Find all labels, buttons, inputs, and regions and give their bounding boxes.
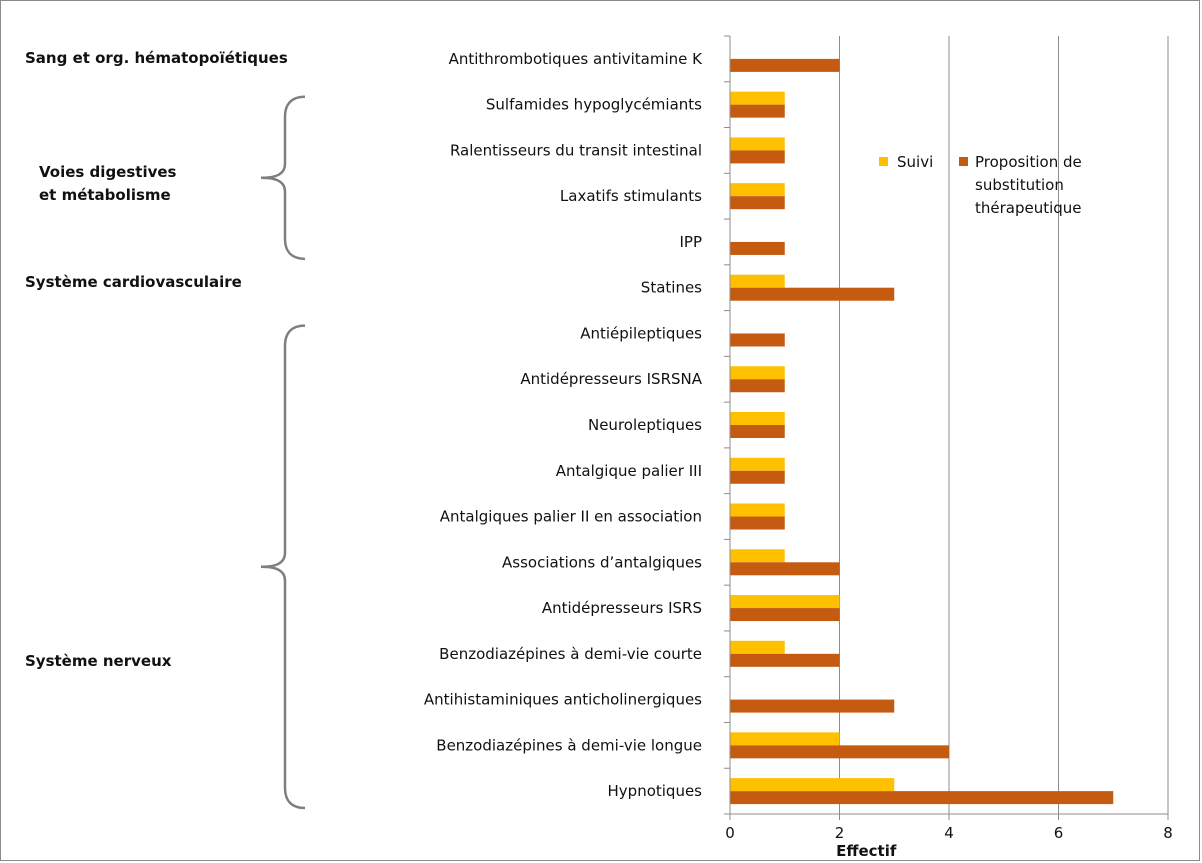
bar-suivi-12 (730, 595, 840, 609)
category-label-14: Antihistaminiques anticholinergiques (424, 691, 702, 709)
category-label-6: Antiépileptiques (580, 324, 702, 342)
bar-suivi-16 (730, 778, 895, 792)
bar-suivi-9 (730, 457, 785, 471)
bar-proposition-10 (730, 516, 785, 530)
group-label-0-0: Sang et org. hématopoïétiques (25, 49, 288, 67)
category-label-10: Antalgiques palier II en association (440, 508, 702, 526)
bar-proposition-7 (730, 379, 785, 393)
category-label-9: Antalgique palier III (556, 462, 702, 480)
bar-suivi-15 (730, 732, 840, 746)
bar-proposition-2 (730, 150, 785, 164)
bar-suivi-2 (730, 137, 785, 151)
bar-suivi-11 (730, 549, 785, 563)
bar-proposition-12 (730, 608, 840, 622)
bar-proposition-6 (730, 333, 785, 347)
group-label-1-1: et métabolisme (39, 186, 171, 204)
category-label-3: Laxatifs stimulants (560, 187, 702, 205)
category-label-0: Antithrombotiques antivitamine K (449, 50, 704, 68)
bar-proposition-0 (730, 58, 840, 72)
group-bracket-1 (260, 95, 306, 261)
legend-swatch-suivi (879, 157, 888, 166)
group-label-3-0: Système nerveux (25, 652, 172, 670)
bar-proposition-11 (730, 562, 840, 576)
bar-suivi-8 (730, 412, 785, 425)
x-tick-label-4: 8 (1163, 824, 1173, 842)
bar-proposition-13 (730, 653, 840, 667)
bar-proposition-14 (730, 699, 895, 713)
category-label-1: Sulfamides hypoglycémiants (486, 96, 702, 114)
x-tick-label-3: 6 (1054, 824, 1064, 842)
bar-suivi-7 (730, 366, 785, 380)
category-label-5: Statines (641, 279, 702, 297)
bar-proposition-4 (730, 241, 785, 255)
legend-label-proposition-0: Proposition de (975, 153, 1082, 171)
bar-suivi-13 (730, 640, 785, 654)
category-label-7: Antidépresseurs ISRSNA (520, 370, 702, 388)
group-bracket-3 (260, 324, 306, 810)
category-label-8: Neuroleptiques (588, 416, 702, 434)
x-axis-title: Effectif (836, 842, 897, 860)
bar-proposition-1 (730, 104, 785, 118)
legend-swatch-proposition (959, 157, 968, 166)
x-tick-label-2: 4 (944, 824, 954, 842)
category-label-4: IPP (679, 233, 702, 251)
bar-suivi-10 (730, 503, 785, 517)
category-label-12: Antidépresseurs ISRS (542, 599, 702, 617)
bar-proposition-9 (730, 470, 785, 484)
bar-suivi-5 (730, 274, 785, 288)
legend-label-proposition-1: substitution (975, 176, 1064, 194)
category-label-16: Hypnotiques (608, 782, 703, 800)
category-label-11: Associations d’antalgiques (502, 553, 702, 571)
group-label-2-0: Système cardiovasculaire (25, 273, 242, 291)
bar-suivi-3 (730, 183, 785, 197)
x-tick-label-0: 0 (725, 824, 735, 842)
bar-proposition-15 (730, 745, 949, 759)
bar-proposition-8 (730, 425, 785, 438)
x-tick-label-1: 2 (835, 824, 845, 842)
legend-label-proposition-2: thérapeutique (975, 199, 1082, 217)
category-label-15: Benzodiazépines à demi-vie longue (436, 736, 702, 754)
bar-proposition-16 (730, 791, 1114, 805)
group-label-1-0: Voies digestives (39, 163, 177, 181)
category-label-13: Benzodiazépines à demi-vie courte (439, 645, 702, 663)
category-label-2: Ralentisseurs du transit intestinal (450, 141, 702, 159)
bar-proposition-5 (730, 287, 895, 301)
bar-proposition-3 (730, 196, 785, 210)
legend-label-suivi: Suivi (897, 153, 933, 171)
bar-suivi-1 (730, 91, 785, 105)
